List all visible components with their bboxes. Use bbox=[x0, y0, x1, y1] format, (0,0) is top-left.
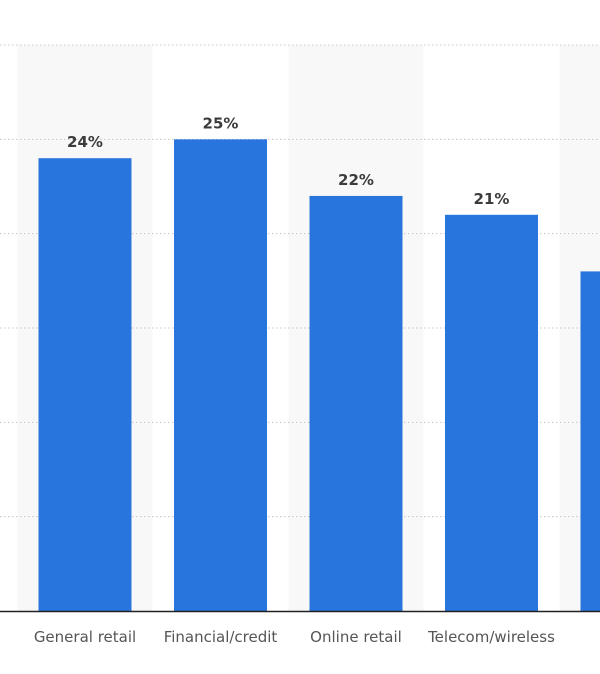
x-tick-label: General retail bbox=[34, 628, 136, 646]
category-labels: General retail Financial/credit Online ret… bbox=[34, 628, 555, 646]
bar-value-label: 22% bbox=[338, 171, 374, 189]
bar[interactable] bbox=[445, 214, 538, 612]
bar[interactable] bbox=[309, 195, 403, 611]
x-tick-label: Online retail bbox=[310, 628, 402, 646]
x-tick-label: Financial/credit bbox=[164, 628, 278, 646]
bar-value-label: 24% bbox=[67, 133, 103, 151]
bar-value-label: 25% bbox=[203, 114, 239, 132]
value-labels: 24% 25% 22% 21% bbox=[67, 114, 509, 207]
bars bbox=[38, 139, 600, 612]
bar-value-label: 21% bbox=[474, 190, 510, 208]
bar[interactable] bbox=[174, 139, 267, 612]
x-tick-label: Telecom/wireless bbox=[427, 628, 555, 646]
bar[interactable] bbox=[580, 271, 600, 611]
bar[interactable] bbox=[38, 158, 132, 611]
